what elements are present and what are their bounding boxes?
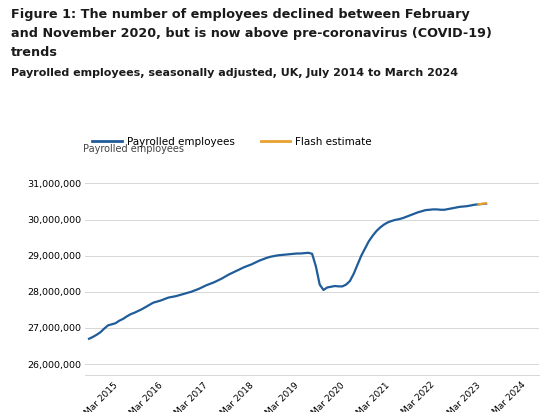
Text: trends: trends [11,46,58,59]
Text: Payrolled employees, seasonally adjusted, UK, July 2014 to March 2024: Payrolled employees, seasonally adjusted… [11,68,458,78]
Text: Payrolled employees: Payrolled employees [83,145,184,154]
Legend: Payrolled employees, Flash estimate: Payrolled employees, Flash estimate [88,133,376,151]
Text: Figure 1: The number of employees declined between February: Figure 1: The number of employees declin… [11,8,470,21]
Text: and November 2020, but is now above pre-coronavirus (COVID-19): and November 2020, but is now above pre-… [11,27,492,40]
